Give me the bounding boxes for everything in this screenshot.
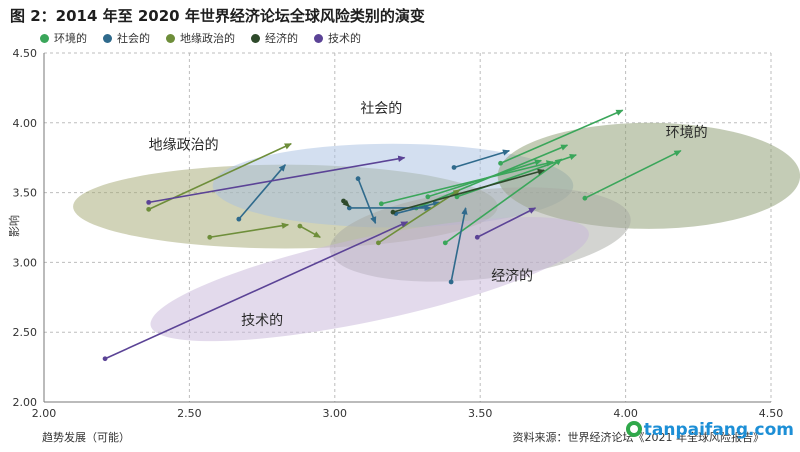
risk-arrow: [584, 150, 682, 199]
risk-arrow: [500, 109, 624, 165]
risk-arrow: [148, 155, 406, 204]
series-layer: [102, 109, 682, 362]
legend-item-societal: 社会的: [103, 30, 150, 46]
legend-item-economic: 经济的: [251, 30, 298, 46]
y-tick-label: 4.00: [13, 117, 38, 130]
legend-dot-societal: [103, 33, 112, 43]
x-tick-label: 3.00: [323, 407, 348, 420]
legend-item-technological: 技术的: [314, 30, 361, 46]
watermark-text: tanpaifang.com: [643, 420, 794, 440]
risk-start-point: [390, 209, 396, 215]
risk-arrow: [381, 160, 554, 205]
legend-item-geopolitical: 地缘政治的: [166, 30, 235, 46]
chart-title: 图 2：2014 年至 2020 年世界经济论坛全球风险类别的演变: [10, 7, 425, 25]
risk-start-point: [355, 176, 361, 182]
legend-label-economic: 经济的: [265, 32, 298, 45]
y-tick-label: 2.00: [13, 396, 38, 409]
risk-start-point: [341, 198, 346, 204]
y-tick-label: 3.50: [13, 187, 38, 200]
risk-arrow: [395, 200, 441, 215]
x-tick-label: 4.00: [613, 407, 638, 420]
risk-start-point: [102, 356, 108, 362]
legend-dot-geopolitical: [166, 33, 175, 43]
risk-start-point: [582, 195, 588, 201]
risk-start-point: [498, 160, 503, 166]
legend-label-environmental: 环境的: [54, 32, 87, 45]
legend-dot-environmental: [40, 33, 49, 43]
axis-layer: 2.00 2.50 3.00 3.50 4.00 4.50 2.00 2.50 3.00 3.50…: [13, 47, 784, 420]
risk-arrow: [392, 168, 545, 213]
cluster-label: 社会的: [360, 101, 402, 117]
risk-arrow: [476, 207, 537, 238]
legend-label-societal: 社会的: [117, 32, 150, 45]
cluster-label: 技术的: [241, 313, 283, 329]
legend-dot-technological: [314, 33, 323, 43]
y-tick-label: 2.50: [13, 326, 38, 339]
legend-label-technological: 技术的: [328, 32, 361, 45]
source-note: 资料来源：世界经济论坛《2021 年全球风险报告》: [512, 431, 765, 444]
risk-start-point: [442, 240, 448, 246]
risk-arrow: [299, 225, 321, 238]
cluster-label: 经济的: [491, 269, 533, 285]
cluster-ellipse: [150, 217, 589, 342]
watermark-logo-icon: [625, 421, 642, 437]
risk-arrow: [209, 222, 290, 239]
risk-start-point: [448, 279, 454, 285]
risk-arrow: [377, 189, 461, 244]
risk-arrow: [357, 178, 377, 225]
watermark: tanpaifang.com: [625, 420, 794, 440]
risk-start-point: [207, 234, 213, 240]
x-axis-label: 趋势发展（可能）: [42, 431, 130, 444]
risk-start-point: [297, 223, 303, 229]
legend-label-geopolitical: 地缘政治的: [180, 32, 235, 45]
risk-start-point: [425, 194, 431, 200]
risk-arrow: [104, 221, 409, 360]
risk-start-point: [378, 201, 384, 207]
risk-arrow: [450, 207, 468, 283]
risk-start-point: [236, 216, 242, 222]
x-tick-label: 2.50: [177, 407, 202, 420]
risk-arrow: [453, 149, 511, 169]
cluster-label: 地缘政治的: [149, 137, 219, 153]
cluster-layer: [73, 122, 800, 342]
risk-start-point: [146, 206, 152, 212]
x-tick-label: 2.00: [32, 407, 57, 420]
y-axis-label: 影响: [8, 215, 21, 237]
cluster-label: 环境的: [666, 125, 708, 141]
chart-legend: 环境的 社会的 地缘政治的 经济的 技术的: [40, 30, 361, 46]
risk-start-point: [376, 240, 381, 246]
legend-dot-economic: [251, 33, 260, 43]
risk-arrow: [238, 164, 286, 220]
x-tick-label: 3.50: [468, 407, 493, 420]
risk-arrow: [427, 159, 543, 198]
x-tick-label: 4.50: [759, 407, 784, 420]
y-tick-label: 3.00: [13, 256, 38, 269]
risk-start-point: [474, 234, 480, 240]
y-tick-label: 4.50: [13, 47, 38, 60]
legend-item-environmental: 环境的: [40, 30, 87, 46]
risk-start-point: [146, 199, 152, 205]
risk-start-point: [451, 165, 457, 170]
